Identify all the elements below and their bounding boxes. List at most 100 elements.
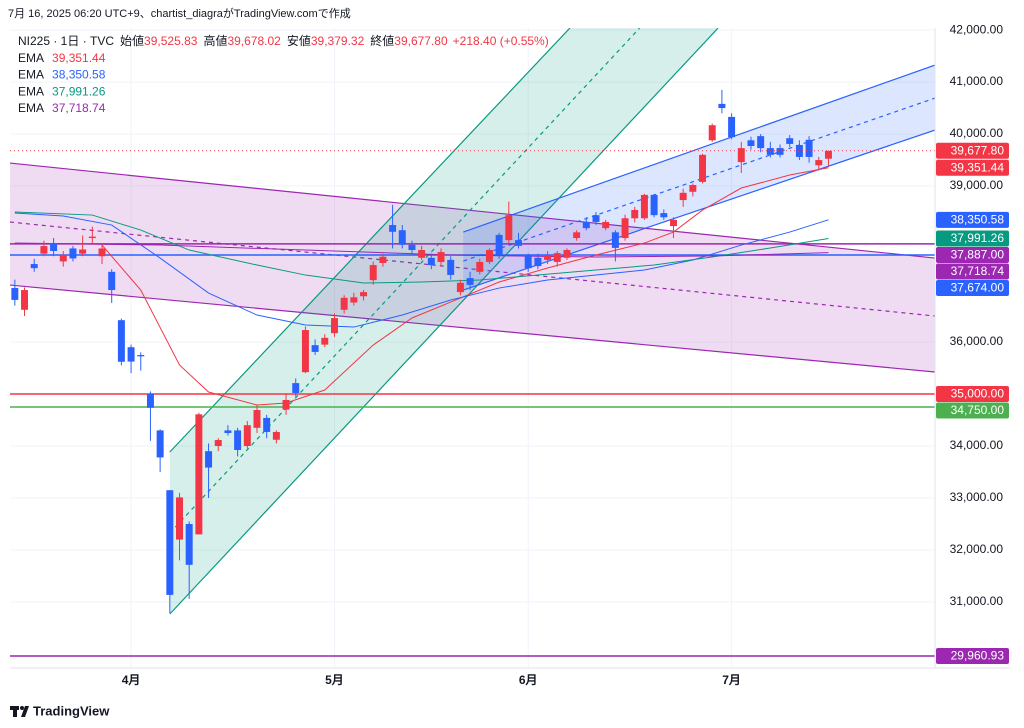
candle-body [40,246,48,254]
candle-body [195,414,203,535]
candle-body [50,243,58,251]
candle-body [573,232,581,239]
price-tag-label: 39,351.44 [951,160,1005,174]
candle-body [650,194,658,216]
candle-body [166,490,174,595]
y-tick-label: 41,000.00 [950,74,1004,88]
candle-body [59,254,67,262]
candle-body [408,244,416,250]
candle-body [185,523,193,565]
price-tag [936,647,1009,664]
candle-body [330,318,338,334]
candle-body [534,257,542,267]
y-tick-label: 42,000.00 [950,22,1004,36]
ema-line [14,242,829,258]
candle-body [98,248,106,257]
logo [10,706,29,717]
price-tag-label: 37,718.74 [951,264,1005,278]
candle-body [30,264,38,269]
channel-upper [10,162,935,259]
candle-body [611,232,619,248]
price-tag-label: 34,750.00 [951,403,1005,417]
candle-body [234,430,242,451]
price-tag [936,142,1009,159]
price-tag [936,402,1009,419]
candle-body [679,192,687,201]
candle-body [524,255,532,269]
candle-body [815,160,823,166]
candle-body [243,425,251,447]
candle-body [602,221,610,229]
x-tick-label: 5月 [325,673,344,687]
legend-ohlc-value: 39,678.02 [227,34,281,48]
candle-body [447,259,455,275]
price-tag-label: 37,991.26 [951,231,1005,245]
legend-change: +218.40 (+0.55%) [453,34,549,48]
legend-ohlc-label: 高値 [203,33,227,48]
legend-ohlc-label: 終値 [370,33,394,48]
candle-body [127,347,135,362]
candle-body [824,150,832,159]
candle-body [263,417,271,432]
y-tick-label: 31,000.00 [950,594,1004,608]
candle-body [117,320,125,362]
candle-body [437,252,445,262]
candle-body [350,297,358,303]
candle-body [21,290,29,310]
candle-body [776,148,784,155]
price-tag [936,246,1009,263]
price-tag [936,211,1009,228]
plot-area [10,28,935,668]
legend-ema-name: EMA [18,85,44,99]
legend-ema: EMA 39,351.44 [18,51,106,65]
candle-body [282,399,290,410]
y-tick-label: 36,000.00 [950,334,1004,348]
candle-body [805,139,813,157]
candle-body [456,282,464,293]
candle-body [311,345,319,352]
price-tag [936,230,1009,247]
candle-body [146,394,154,408]
channel-lower [10,284,935,373]
legend-ohlc-value: 39,379.32 [311,34,365,48]
candle-body [708,125,716,141]
candle-body [669,219,677,227]
legend-ema: EMA 37,718.74 [18,101,106,115]
candle-body [369,265,377,281]
candle-body [476,261,484,272]
candle-body [340,297,348,310]
legend-ema-name: EMA [18,51,44,65]
candle-body [301,330,309,373]
candle-body [137,355,145,357]
x-tick-label: 7月 [722,673,741,687]
legend-ohlc: NI225 · 1日 · TVC 始値39,525.83 高値39,678.02 安値… [18,33,549,48]
candle-body [640,194,648,219]
candle-body [224,430,232,434]
candle-body [631,209,639,219]
y-tick-label: 34,000.00 [950,438,1004,452]
y-tick-label: 32,000.00 [950,542,1004,556]
ema-line [14,212,829,328]
candle-body [253,410,261,428]
candle-body [699,154,707,182]
price-tag [936,159,1009,176]
channel-upper [169,28,571,453]
candle-body [389,225,397,232]
y-tick-label: 39,000.00 [950,178,1004,192]
price-tag-label: 35,000.00 [951,387,1005,401]
candle-body [515,240,522,246]
candle-body [660,213,668,218]
candle-body [292,383,300,393]
candle-body [11,287,19,300]
legend-ohlc-label: 安値 [287,33,311,48]
candle-body [205,451,213,468]
candle-body [553,253,561,262]
candle-body [360,292,368,297]
candle-body [621,218,629,239]
legend-symbol: NI225 · 1日 · TVC [18,34,114,48]
candle-body [757,136,765,149]
candle-body [718,103,726,109]
candle-body [485,249,493,262]
legend-ema-name: EMA [18,68,44,82]
